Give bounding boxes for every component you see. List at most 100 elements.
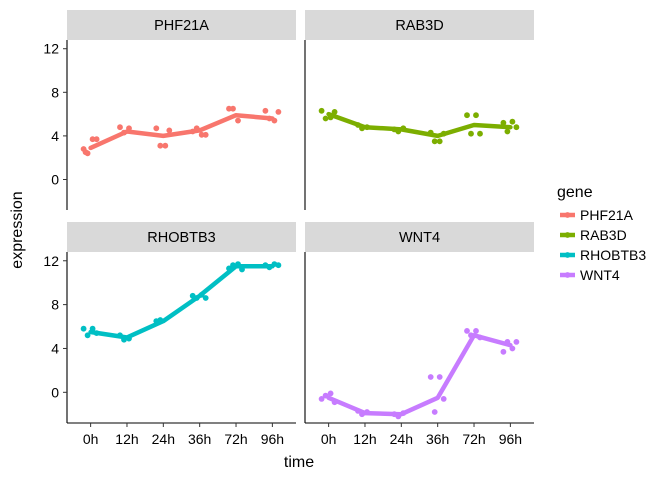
data-point (509, 118, 516, 125)
facet-strip (305, 222, 534, 252)
data-point (500, 348, 507, 355)
y-tick-label: 0 (51, 171, 59, 187)
x-axis-title: time (284, 454, 314, 471)
data-point (198, 131, 205, 138)
data-point (189, 128, 196, 135)
legend-entry-rab3d: RAB3D (560, 227, 627, 243)
data-point (464, 112, 470, 119)
legend-entry-phf21a: PHF21A (560, 207, 634, 223)
facet-strip-label: PHF21A (154, 18, 209, 34)
legend-entry-wnt4: WNT4 (560, 267, 620, 283)
data-point (395, 413, 402, 420)
legend-label: WNT4 (580, 267, 620, 283)
data-point (431, 138, 438, 145)
x-tick-label: 24h (390, 431, 413, 447)
data-point (473, 112, 479, 119)
facet-panel-wnt4: WNT4 0h 12h 24h 36h 72h 96h (304, 222, 534, 447)
data-point (198, 291, 205, 298)
x-tick-label: 0h (321, 431, 337, 447)
data-point (275, 109, 282, 115)
data-point (327, 390, 334, 397)
data-point (117, 124, 123, 131)
facet-panel-rhobtb3: RHOBTB3 0h 12h 24h 36h 72h 96h 0 4 8 12 (43, 222, 296, 447)
data-point (166, 127, 173, 134)
facet-panel-phf21a: PHF21A 0 4 8 12 (43, 10, 296, 210)
data-point (121, 336, 127, 343)
data-point (126, 335, 132, 342)
data-point (327, 114, 334, 121)
x-tick-label: 96h (261, 431, 284, 447)
data-point (355, 408, 361, 414)
legend-key-point (564, 212, 571, 218)
data-point (322, 115, 329, 122)
data-point (477, 130, 483, 137)
x-tick-label: 72h (224, 431, 247, 447)
data-point (318, 107, 325, 114)
facet-strip-label: WNT4 (399, 230, 440, 246)
data-point (275, 262, 282, 269)
data-point (84, 332, 91, 339)
x-tick-label: 12h (353, 431, 376, 447)
data-point (322, 392, 329, 399)
data-point (93, 330, 100, 336)
data-point (395, 128, 402, 135)
data-point (235, 261, 241, 267)
data-point (266, 115, 273, 122)
legend-entry-rhobtb3: RHOBTB3 (560, 247, 646, 263)
facet-strip-label: RHOBTB3 (147, 230, 216, 246)
data-point (262, 107, 269, 114)
data-point (436, 374, 443, 380)
data-point (359, 411, 365, 418)
y-tick-label: 4 (51, 340, 59, 356)
data-point (266, 264, 273, 271)
data-point (80, 325, 87, 332)
data-point (427, 374, 434, 380)
data-point (331, 399, 338, 406)
data-point (400, 125, 407, 132)
y-tick-label: 12 (43, 41, 59, 57)
data-point (400, 410, 407, 416)
data-point (230, 262, 236, 269)
y-tick-label: 8 (51, 84, 59, 100)
x-tick-label: 36h (188, 431, 211, 447)
data-point (117, 332, 123, 339)
x-tick-label: 24h (152, 431, 175, 447)
series-line-rhobtb3 (88, 264, 275, 340)
facet-strip (67, 10, 296, 40)
legend-label: RAB3D (580, 227, 627, 243)
data-point (230, 105, 236, 112)
data-point (162, 142, 169, 149)
legend-key-point (564, 252, 571, 258)
facet-strip (67, 222, 296, 252)
data-point (440, 130, 447, 137)
data-point (468, 332, 474, 339)
series-line-wnt4 (326, 333, 513, 417)
data-point (226, 105, 232, 112)
data-point (202, 295, 209, 301)
data-point (153, 125, 160, 132)
y-tick-label: 8 (51, 297, 59, 313)
data-point (436, 138, 443, 145)
legend-key-point (564, 272, 571, 278)
legend-key-point (564, 232, 571, 238)
data-point (504, 339, 511, 345)
x-tick-label: 72h (462, 431, 485, 447)
facet-panel-rab3d: RAB3D (304, 10, 534, 210)
data-point (93, 136, 100, 143)
data-point (500, 119, 507, 126)
data-point (121, 129, 127, 136)
data-point (504, 128, 511, 135)
data-point (513, 339, 520, 345)
facet-strip-label: RAB3D (395, 18, 443, 34)
data-point (359, 125, 365, 132)
data-point (271, 117, 278, 124)
data-point (355, 122, 361, 128)
panels-layer: PHF21A 0 4 8 12 RAB3D RHOBTB3 0h 12h 24h 36h 72h 96h… (43, 10, 534, 447)
data-point (468, 130, 474, 137)
x-tick-label: 0h (83, 431, 99, 447)
data-point (473, 328, 479, 334)
legend-label: PHF21A (580, 207, 634, 223)
x-tick-label: 36h (426, 431, 449, 447)
y-axis-title: expression (9, 191, 26, 268)
